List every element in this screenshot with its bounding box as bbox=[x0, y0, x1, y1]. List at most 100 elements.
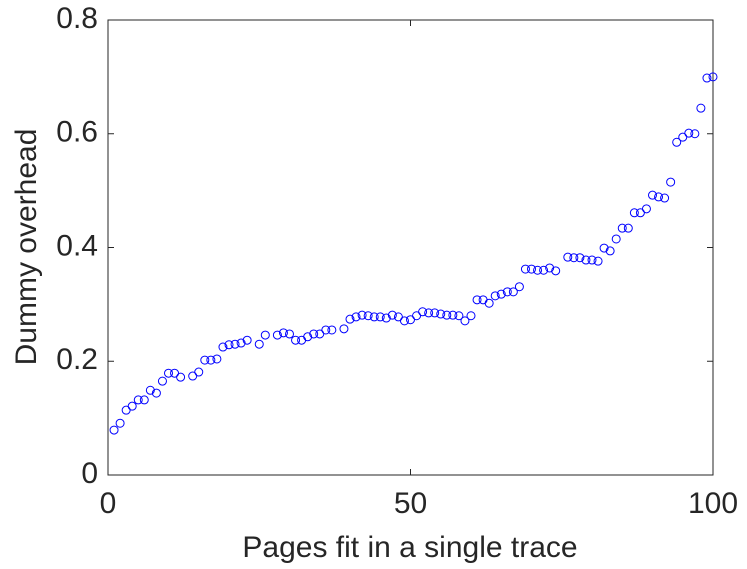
point bbox=[194, 367, 204, 377]
y-tick-label: 0.2 bbox=[56, 343, 98, 376]
point bbox=[272, 330, 282, 340]
point bbox=[399, 316, 409, 326]
point bbox=[442, 310, 452, 320]
point bbox=[696, 103, 706, 113]
point bbox=[472, 295, 482, 305]
point bbox=[520, 264, 530, 274]
y-tick-label: 0.4 bbox=[56, 229, 98, 262]
x-tick-label: 0 bbox=[100, 487, 117, 520]
point bbox=[508, 287, 518, 297]
point bbox=[430, 308, 440, 318]
point bbox=[127, 401, 137, 411]
point bbox=[381, 313, 391, 323]
point bbox=[502, 287, 512, 297]
point bbox=[188, 371, 198, 381]
point bbox=[478, 295, 488, 305]
point bbox=[357, 310, 367, 320]
point bbox=[454, 311, 464, 321]
point bbox=[291, 335, 301, 345]
point bbox=[151, 388, 161, 398]
point bbox=[375, 312, 385, 322]
point bbox=[533, 265, 543, 275]
point bbox=[242, 335, 252, 345]
point bbox=[424, 308, 434, 318]
point bbox=[236, 338, 246, 348]
point bbox=[527, 264, 536, 274]
point bbox=[575, 253, 585, 263]
point bbox=[666, 177, 676, 187]
point bbox=[611, 234, 621, 244]
y-axis-label: Dummy overhead bbox=[10, 129, 43, 366]
point bbox=[605, 246, 615, 256]
point bbox=[254, 339, 264, 349]
point bbox=[285, 329, 294, 339]
point bbox=[309, 329, 319, 339]
point bbox=[303, 332, 313, 342]
point bbox=[514, 282, 524, 292]
point bbox=[260, 330, 270, 340]
point bbox=[224, 340, 234, 350]
point bbox=[563, 252, 573, 262]
point bbox=[654, 192, 664, 202]
point bbox=[206, 355, 216, 365]
point bbox=[539, 265, 549, 275]
point bbox=[412, 311, 422, 321]
point bbox=[115, 418, 125, 428]
point bbox=[648, 190, 657, 200]
point bbox=[545, 263, 555, 273]
point bbox=[170, 368, 180, 378]
point bbox=[327, 325, 337, 335]
point bbox=[587, 255, 597, 265]
point bbox=[315, 329, 325, 339]
point bbox=[121, 405, 131, 415]
point bbox=[684, 128, 694, 138]
point bbox=[351, 312, 361, 322]
point bbox=[321, 325, 331, 335]
point bbox=[278, 328, 288, 338]
point bbox=[387, 310, 397, 320]
point bbox=[708, 72, 718, 82]
y-tick-label: 0.8 bbox=[56, 2, 98, 35]
point bbox=[551, 266, 561, 276]
point bbox=[406, 315, 415, 325]
y-tick-label: 0.6 bbox=[56, 116, 98, 149]
point bbox=[448, 310, 458, 320]
point bbox=[460, 316, 470, 326]
point bbox=[139, 395, 149, 405]
point bbox=[436, 309, 446, 319]
point bbox=[466, 311, 476, 321]
point bbox=[569, 253, 579, 263]
point bbox=[581, 255, 591, 265]
point bbox=[363, 311, 373, 321]
point bbox=[157, 376, 167, 386]
point bbox=[339, 324, 349, 334]
point bbox=[200, 355, 210, 365]
point bbox=[635, 208, 645, 218]
point bbox=[672, 137, 682, 147]
point bbox=[345, 314, 355, 324]
point bbox=[490, 291, 500, 301]
point bbox=[660, 193, 670, 203]
point bbox=[109, 425, 119, 435]
point bbox=[164, 368, 173, 378]
point bbox=[629, 208, 639, 218]
x-tick-label: 100 bbox=[688, 487, 738, 520]
point bbox=[418, 307, 428, 317]
point bbox=[230, 339, 240, 349]
point bbox=[369, 312, 379, 322]
y-tick-label: 0 bbox=[81, 457, 98, 490]
point bbox=[218, 342, 228, 352]
point bbox=[690, 129, 700, 139]
point bbox=[496, 289, 506, 299]
point bbox=[212, 354, 222, 364]
point bbox=[641, 204, 651, 214]
plot-frame bbox=[107, 19, 714, 476]
point bbox=[623, 223, 633, 233]
point bbox=[484, 298, 494, 308]
x-axis-label: Pages fit in a single trace bbox=[242, 531, 577, 564]
x-tick-label: 50 bbox=[394, 487, 427, 520]
point bbox=[133, 395, 143, 405]
point bbox=[176, 372, 186, 382]
point bbox=[599, 243, 609, 253]
